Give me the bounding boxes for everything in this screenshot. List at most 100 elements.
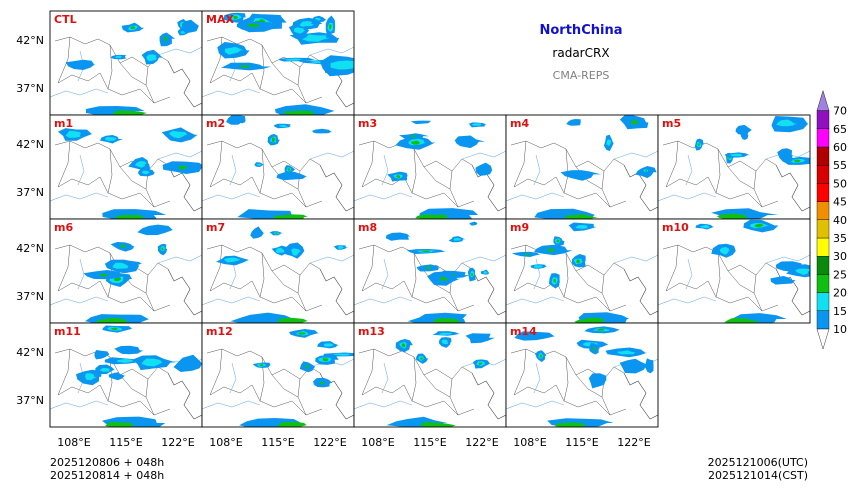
lat-tick-label: 42°N [16, 346, 44, 359]
colorbar-segment [816, 183, 830, 202]
river-line [765, 254, 810, 264]
radar-echo [278, 124, 289, 128]
radar-echo [114, 345, 144, 355]
radar-echo [105, 422, 135, 427]
river-line [309, 46, 354, 56]
province-boundary [513, 140, 527, 188]
lon-tick-label: 115°E [261, 436, 294, 449]
radar-echo [523, 253, 531, 255]
panel-label: m14 [510, 325, 537, 338]
radar-echo [795, 268, 810, 275]
radar-echo [302, 34, 330, 42]
radar-echo [225, 46, 244, 55]
colorbar-segment [816, 274, 830, 293]
map-panel-ctl: CTL [49, 10, 203, 116]
coastline [319, 60, 354, 108]
river-line [658, 296, 717, 306]
radar-echo [575, 225, 588, 229]
river-line [309, 150, 354, 160]
radar-echo [483, 271, 488, 274]
river-line [354, 296, 413, 306]
panel-label: m10 [662, 221, 689, 234]
province-boundary [57, 244, 71, 292]
radar-echo [277, 317, 308, 323]
province-boundary [107, 148, 113, 194]
region-title: NorthChina [540, 23, 623, 38]
colorbar-level-label: 35 [833, 232, 847, 245]
colorbar-level-label: 70 [833, 105, 847, 118]
lon-tick-label: 108°E [513, 436, 546, 449]
radar-echo [619, 358, 649, 374]
radar-echo [576, 259, 580, 264]
colorbar-level-label: 25 [833, 268, 847, 281]
radar-echo [644, 169, 648, 172]
radar-echo [630, 120, 639, 125]
radar-echo [440, 276, 448, 281]
river-line [202, 296, 261, 306]
radar-echo [438, 332, 453, 335]
coastline [319, 268, 354, 316]
colorbar-segment [816, 128, 830, 148]
longitude-axis: 108°E 115°E 122°E 108°E 115°E 122°E 108°… [57, 436, 650, 449]
reflectivity-colorbar: 10 15 20 25 30 35 40 45 50 55 60 65 70 [816, 89, 847, 350]
coastline [623, 164, 658, 212]
init-time-utc: 2025120806 + 048h [50, 456, 164, 469]
river-line [354, 400, 413, 410]
colorbar-segment [816, 310, 830, 330]
radar-echo [596, 328, 606, 331]
radar-echo [134, 161, 147, 168]
map-content [658, 116, 810, 219]
radar-echo [273, 214, 308, 219]
radar-echo [697, 143, 700, 147]
province-boundary [259, 148, 265, 194]
province-boundary [715, 252, 721, 298]
panel-label: m7 [206, 221, 225, 234]
lat-tick-label: 42°N [16, 242, 44, 255]
province-boundary [510, 244, 625, 276]
lat-tick-label: 37°N [16, 394, 44, 407]
lon-tick-label: 115°E [413, 436, 446, 449]
radar-echo [299, 21, 314, 27]
radar-echo [114, 214, 146, 219]
panel-label: MAX [206, 13, 234, 26]
radar-echo [275, 247, 285, 253]
radar-echo [113, 277, 122, 282]
radar-echo [65, 59, 95, 70]
river-line [685, 154, 693, 186]
radar-echo [256, 163, 262, 166]
radar-echo [454, 135, 486, 149]
radar-echo [226, 115, 246, 125]
radar-echo [385, 232, 411, 241]
radar-echo [472, 123, 482, 126]
radar-echo [319, 381, 325, 385]
map-panel-m4: m4 [505, 114, 659, 220]
province-boundary [271, 270, 299, 294]
province-boundary [423, 166, 451, 190]
colorbar-segment [816, 256, 830, 275]
radar-echo [281, 110, 316, 115]
radar-echo [469, 221, 478, 226]
province-boundary [107, 356, 113, 402]
river-line [50, 88, 109, 98]
coastline [471, 268, 506, 316]
map-content [202, 226, 354, 323]
valid-time-utc: 2025121006(UTC) [708, 456, 808, 469]
radar-echo [588, 373, 607, 389]
lat-tick-label: 42°N [16, 34, 44, 47]
river-line [506, 400, 565, 410]
colorbar-level-label: 20 [833, 287, 847, 300]
colorbar-level-label: 10 [833, 323, 847, 336]
province-boundary [259, 44, 265, 90]
init-time-cst: 2025120814 + 048h [50, 469, 164, 482]
latitude-axis: 42°N 37°N 42°N 37°N 42°N 37°N 42°N 37°N [16, 34, 44, 407]
coastline [167, 164, 202, 212]
province-boundary [107, 44, 113, 90]
map-panel-m8: m8 [353, 218, 507, 324]
province-boundary [411, 356, 417, 402]
radar-echo [333, 353, 350, 356]
radar-echo [65, 130, 82, 138]
radar-echo [420, 357, 424, 360]
radar-echo [239, 65, 251, 68]
province-boundary [563, 356, 569, 402]
panel-frame [657, 218, 811, 324]
